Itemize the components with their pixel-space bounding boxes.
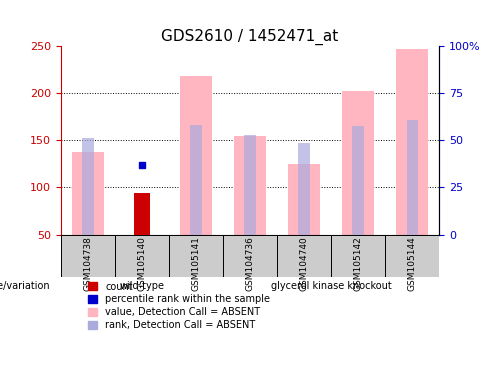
Text: glycerol kinase knockout: glycerol kinase knockout: [271, 281, 391, 291]
Bar: [134, 193, 150, 235]
Bar: [61, 280, 223, 293]
Bar: [352, 126, 364, 235]
Text: GSM104736: GSM104736: [245, 236, 255, 291]
Bar: [396, 49, 428, 235]
Legend: count, percentile rank within the sample, value, Detection Call = ABSENT, rank, : count, percentile rank within the sample…: [85, 278, 273, 333]
Title: GDS2610 / 1452471_at: GDS2610 / 1452471_at: [162, 28, 339, 45]
Bar: [331, 235, 385, 277]
Text: GSM105140: GSM105140: [138, 236, 146, 291]
Text: GSM105141: GSM105141: [192, 236, 201, 291]
Bar: [288, 164, 320, 235]
Bar: [72, 152, 104, 235]
Text: GSM104740: GSM104740: [300, 236, 308, 291]
Text: GSM105144: GSM105144: [407, 236, 417, 291]
Bar: [234, 136, 266, 235]
Text: genotype/variation: genotype/variation: [0, 281, 50, 291]
Bar: [190, 125, 202, 235]
Bar: [277, 235, 331, 277]
Text: wild-type: wild-type: [120, 281, 164, 291]
Bar: [61, 235, 115, 277]
Bar: [115, 235, 169, 277]
Text: GSM105142: GSM105142: [354, 236, 363, 291]
Bar: [385, 235, 439, 277]
Bar: [299, 143, 310, 235]
Bar: [342, 91, 374, 235]
Bar: [82, 139, 94, 235]
Bar: [407, 119, 418, 235]
Bar: [244, 135, 256, 235]
Bar: [223, 280, 439, 293]
Bar: [180, 76, 212, 235]
Bar: [169, 235, 223, 277]
Text: GSM104738: GSM104738: [83, 236, 93, 291]
Bar: [223, 235, 277, 277]
